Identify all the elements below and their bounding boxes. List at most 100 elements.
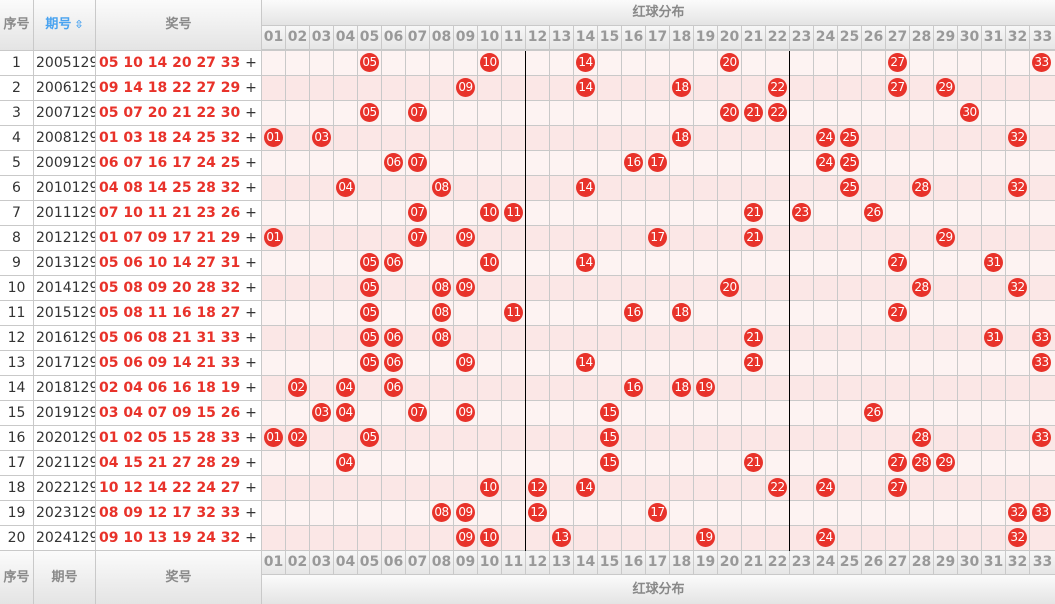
- distribution-cell: [982, 376, 1005, 400]
- footer-column-header-25: 25: [838, 551, 861, 574]
- distribution-cell: [718, 201, 741, 225]
- red-number: 28: [196, 280, 220, 296]
- column-header-27: 27: [886, 26, 909, 49]
- distribution-cell: [1030, 476, 1055, 500]
- red-ball: 12: [528, 503, 547, 522]
- distribution-cell: [958, 476, 981, 500]
- distribution-cell: [910, 151, 933, 175]
- red-ball: 07: [408, 203, 427, 222]
- red-ball: 05: [360, 278, 379, 297]
- red-ball: 25: [840, 153, 859, 172]
- column-header-01: 01: [262, 26, 285, 49]
- distribution-cell: 05: [358, 301, 381, 325]
- red-ball: 27: [888, 478, 907, 497]
- distribution-cell: [550, 276, 573, 300]
- distribution-cell: [742, 51, 765, 75]
- footer-column-header-26: 26: [862, 551, 885, 574]
- distribution-cell: [286, 251, 309, 275]
- red-number: 17: [172, 505, 196, 521]
- distribution-cell: [790, 51, 813, 75]
- distribution-cell: [742, 501, 765, 525]
- distribution-cell: [310, 326, 333, 350]
- distribution-cell: [334, 251, 357, 275]
- distribution-cell: [862, 51, 885, 75]
- red-number: 15: [196, 405, 220, 421]
- row-index: 8: [0, 226, 33, 250]
- distribution-cell: [598, 51, 621, 75]
- distribution-cell: [1006, 101, 1029, 125]
- red-ball: 23: [792, 203, 811, 222]
- distribution-cell: [550, 351, 573, 375]
- distribution-cell: [406, 76, 429, 100]
- distribution-cell: [766, 126, 789, 150]
- red-number: 07: [148, 405, 172, 421]
- distribution-cell: 08: [430, 501, 453, 525]
- red-ball: 16: [624, 153, 643, 172]
- distribution-cell: [742, 126, 765, 150]
- plus-separator: +: [245, 505, 257, 521]
- distribution-cell: [862, 326, 885, 350]
- distribution-cell: [310, 501, 333, 525]
- row-index: 19: [0, 501, 33, 525]
- distribution-cell: [790, 376, 813, 400]
- red-number: 01: [99, 230, 123, 246]
- distribution-cell: [502, 101, 525, 125]
- zone-separator-line: [525, 51, 526, 551]
- row-issue: 2009129: [34, 151, 95, 175]
- red-number: 10: [148, 255, 172, 271]
- distribution-cell: [838, 251, 861, 275]
- distribution-cell: 07: [406, 151, 429, 175]
- red-number: 05: [99, 255, 123, 271]
- distribution-cell: 09: [454, 76, 477, 100]
- red-ball: 08: [432, 303, 451, 322]
- distribution-cell: 02: [286, 376, 309, 400]
- distribution-cell: [646, 101, 669, 125]
- row-index: 5: [0, 151, 33, 175]
- distribution-cell: 17: [646, 151, 669, 175]
- red-number: 25: [196, 130, 220, 146]
- distribution-cell: [1006, 401, 1029, 425]
- distribution-cell: [766, 301, 789, 325]
- distribution-cell: [1006, 451, 1029, 475]
- distribution-cell: [670, 451, 693, 475]
- red-number: 21: [172, 205, 196, 221]
- distribution-cell: [790, 351, 813, 375]
- red-number: 06: [99, 155, 123, 171]
- distribution-cell: [478, 276, 501, 300]
- distribution-cell: [430, 401, 453, 425]
- distribution-cell: [982, 76, 1005, 100]
- footer-column-header-28: 28: [910, 551, 933, 574]
- distribution-cell: [622, 201, 645, 225]
- distribution-cell: 06: [382, 376, 405, 400]
- red-ball: 28: [912, 278, 931, 297]
- header-issue-sort[interactable]: 期号 ⇳: [34, 0, 95, 50]
- distribution-cell: [862, 426, 885, 450]
- red-ball: 32: [1008, 128, 1027, 147]
- distribution-cell: [574, 126, 597, 150]
- distribution-cell: [286, 501, 309, 525]
- distribution-cell: [862, 526, 885, 550]
- red-ball: 20: [720, 53, 739, 72]
- column-header-10: 10: [478, 26, 501, 49]
- red-number: 09: [123, 505, 147, 521]
- distribution-cell: [622, 51, 645, 75]
- distribution-cell: [574, 276, 597, 300]
- red-number: 09: [148, 230, 172, 246]
- distribution-cell: [286, 451, 309, 475]
- distribution-cell: [526, 151, 549, 175]
- red-number: 20: [148, 105, 172, 121]
- red-ball: 09: [456, 278, 475, 297]
- distribution-cell: 21: [742, 226, 765, 250]
- distribution-cell: 16: [622, 301, 645, 325]
- distribution-cell: [310, 226, 333, 250]
- column-header-22: 22: [766, 26, 789, 49]
- distribution-cell: 15: [598, 426, 621, 450]
- red-ball: 20: [720, 103, 739, 122]
- sort-icon[interactable]: ⇳: [74, 18, 83, 31]
- distribution-cell: 29: [934, 76, 957, 100]
- distribution-cell: 21: [742, 326, 765, 350]
- plus-separator: +: [245, 105, 257, 121]
- distribution-cell: [286, 526, 309, 550]
- distribution-cell: [382, 401, 405, 425]
- row-prize-numbers: 06 07 16 17 24 25 + 07: [96, 151, 261, 175]
